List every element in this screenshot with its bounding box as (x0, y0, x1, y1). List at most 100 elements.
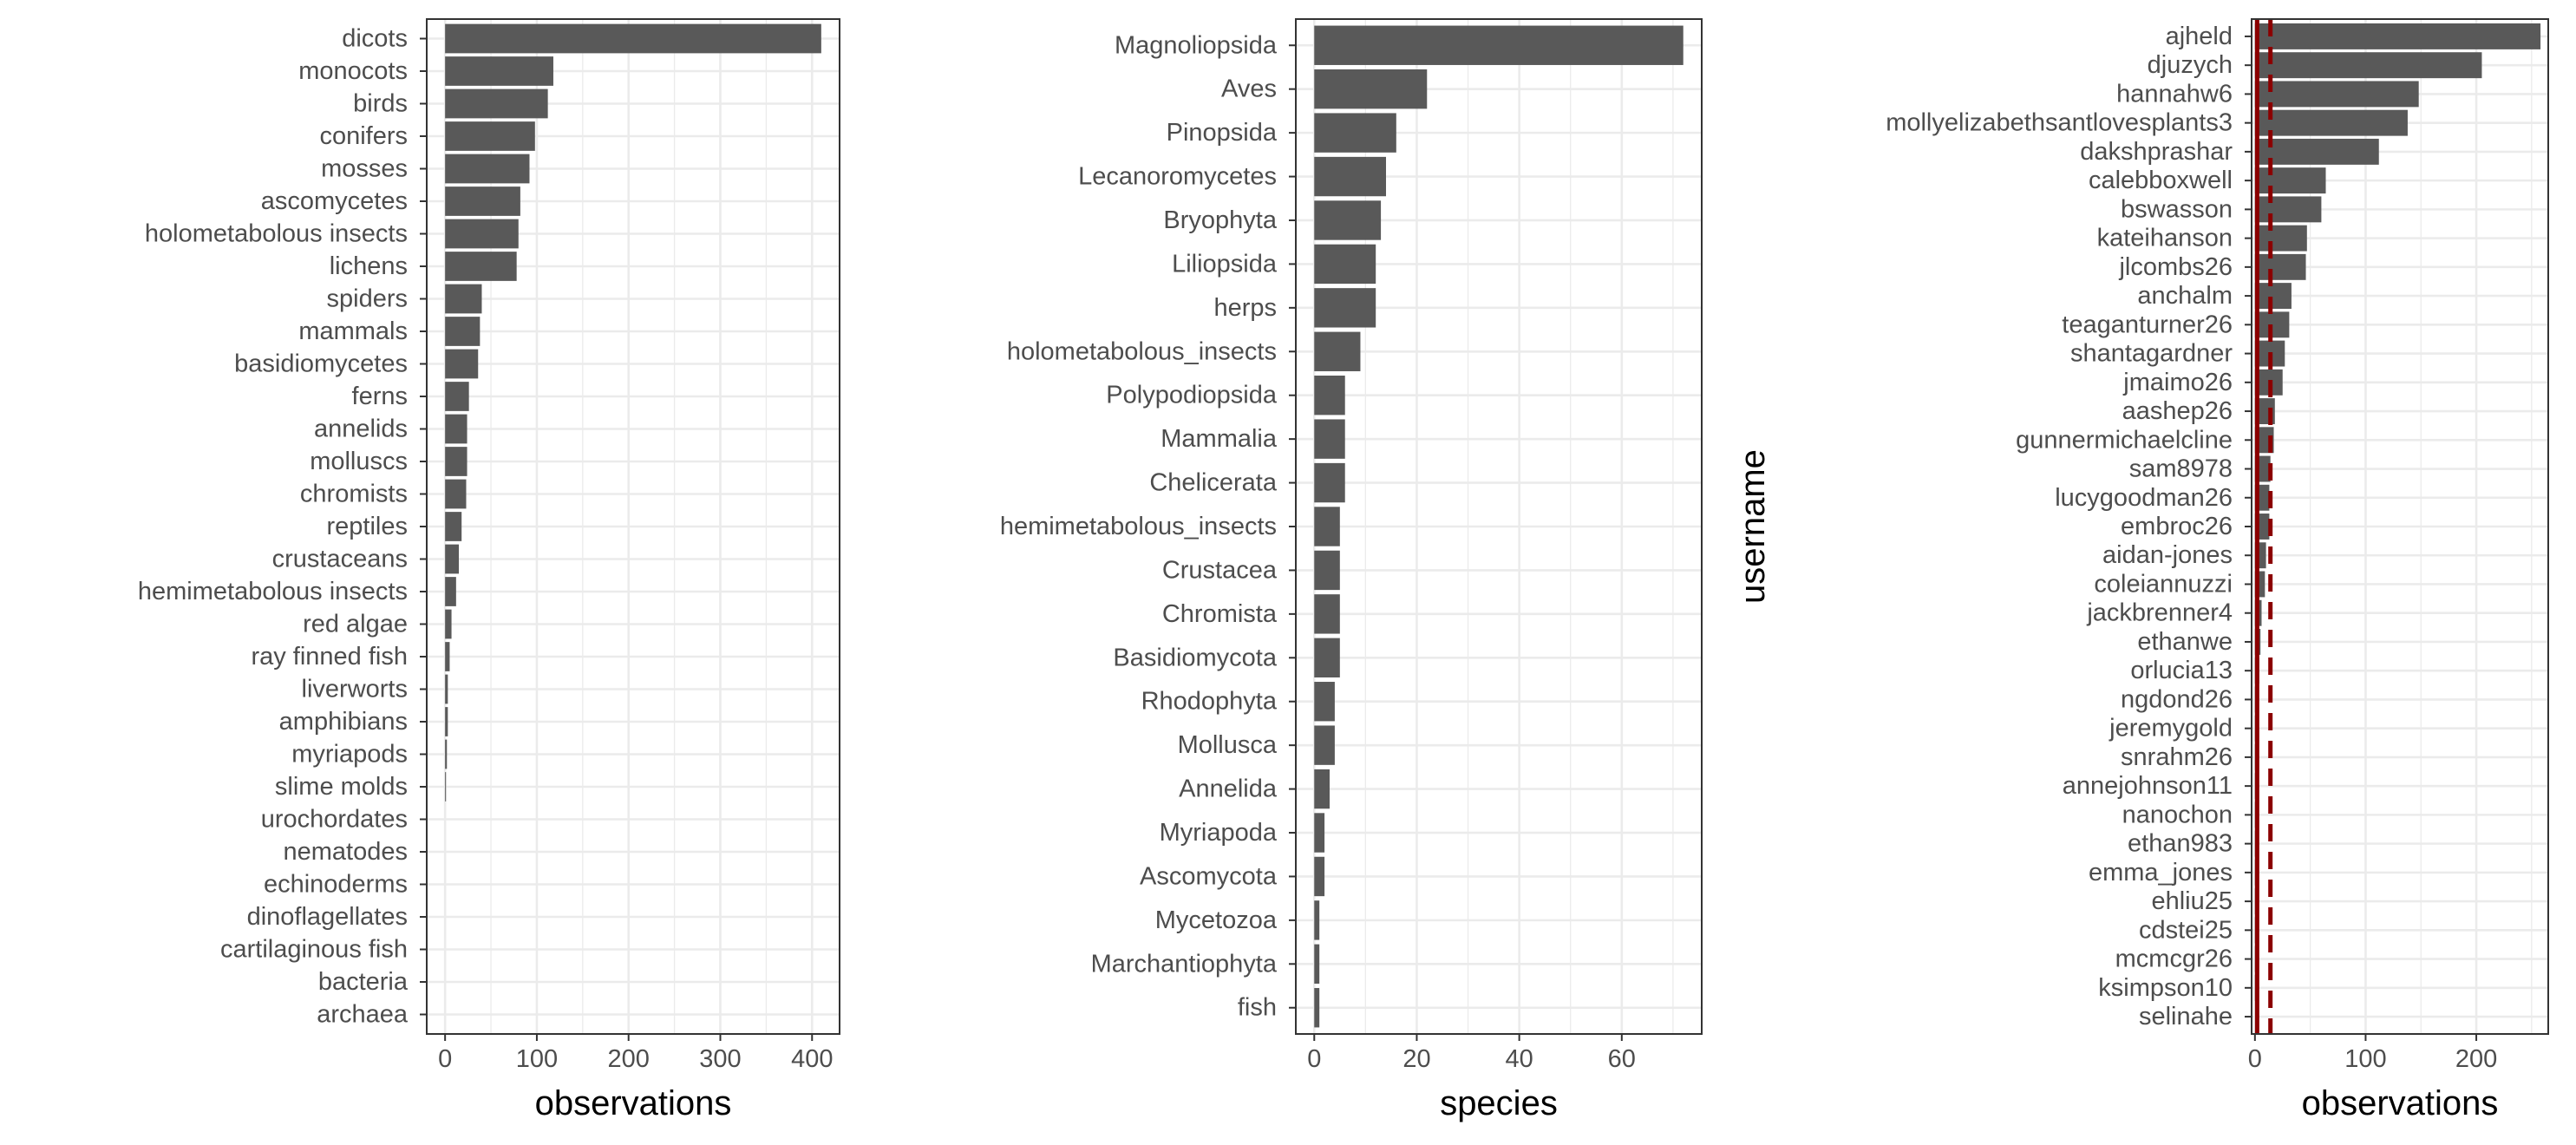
y-tick-label-myriapods: myriapods (291, 741, 408, 769)
y-tick-label-slime molds: slime molds (275, 773, 408, 801)
bar-dakshprashar (2254, 138, 2379, 165)
y-tick-label-holometabolous_insects: holometabolous_insects (1007, 337, 1277, 365)
y-tick-label-cartilaginous fish: cartilaginous fish (220, 936, 408, 964)
y-tick-label-nematodes: nematodes (284, 838, 409, 866)
y-tick-label-hemimetabolous insects: hemimetabolous insects (138, 578, 408, 605)
y-tick-label-ksimpson10: ksimpson10 (2098, 974, 2233, 1002)
y-tick-label-nanochon: nanochon (2122, 801, 2233, 828)
bar-birds (445, 88, 548, 119)
y-tick-label-dicots: dicots (342, 25, 408, 53)
y-tick-label-jlcombs26: jlcombs26 (2118, 253, 2233, 281)
bar-hemimetabolous insects (445, 577, 456, 606)
y-tick-label-echinoderms: echinoderms (264, 871, 408, 899)
bar-Polypodiopsida (1314, 376, 1345, 415)
y-tick-label-Magnoliopsida: Magnoliopsida (1115, 31, 1278, 59)
y-tick-label-basidiomycetes: basidiomycetes (234, 350, 408, 378)
y-tick-label-ehliu25: ehliu25 (2151, 887, 2233, 915)
bar-Chromista (1314, 594, 1340, 634)
x-tick-label: 200 (608, 1045, 650, 1073)
bar-Crustacea (1314, 550, 1340, 591)
bar-djuzych (2254, 52, 2482, 79)
x-tick-label: 0 (438, 1045, 452, 1073)
y-tick-label-ray finned fish: ray finned fish (251, 643, 408, 671)
y-tick-label-jmaimo26: jmaimo26 (2122, 369, 2233, 396)
bar-herps (1314, 288, 1376, 328)
bar-ajheld (2254, 23, 2541, 49)
y-tick-label-snrahm26: snrahm26 (2121, 743, 2233, 771)
y-tick-label-liverworts: liverworts (302, 676, 408, 703)
y-tick-label-jeremygold: jeremygold (2109, 715, 2233, 743)
y-tick-label-mollyelizabethsantlovesplants3: mollyelizabethsantlovesplants3 (1886, 109, 2233, 137)
y-tick-label-spiders: spiders (327, 285, 409, 313)
bar-Mammalia (1314, 419, 1345, 459)
bar-reptiles (445, 512, 462, 541)
x-axis-title: species (1440, 1084, 1558, 1122)
y-tick-label-Rhodophyta: Rhodophyta (1141, 688, 1278, 716)
bar-Aves (1314, 69, 1428, 109)
bar-fish (1314, 988, 1320, 1028)
y-tick-label-dinoflagellates: dinoflagellates (247, 903, 408, 931)
y-tick-label-aidan-jones: aidan-jones (2102, 541, 2233, 569)
x-tick-label: 0 (2248, 1045, 2262, 1073)
y-tick-label-Marchantiophyta: Marchantiophyta (1091, 950, 1278, 978)
y-tick-label-orlucia13: orlucia13 (2130, 657, 2233, 684)
y-tick-label-bacteria: bacteria (318, 968, 409, 996)
y-tick-label-dakshprashar: dakshprashar (2080, 138, 2233, 166)
bar-Basidiomycota (1314, 638, 1340, 677)
y-tick-label-embroc26: embroc26 (2121, 513, 2233, 540)
y-tick-label-aashep26: aashep26 (2122, 397, 2233, 425)
bar-red algae (445, 609, 452, 639)
y-tick-label-calebboxwell: calebboxwell (2089, 167, 2233, 194)
y-tick-label-annelids: annelids (314, 415, 408, 443)
bar-dicots (445, 23, 821, 54)
bar-Annelida (1314, 769, 1330, 809)
x-axis-title: observations (535, 1084, 732, 1122)
panel-species-by-class: Magnoliopsida Aves Pinopsida Lecanoromycete… (1000, 18, 1703, 1122)
bar-Chelicerata (1314, 462, 1345, 503)
y-tick-label-chromists: chromists (300, 481, 408, 508)
bar-holometabolous_insects (1314, 331, 1361, 371)
x-tick-label: 20 (1402, 1045, 1430, 1073)
y-tick-label-fish: fish (1238, 994, 1277, 1022)
y-tick-label-amphibians: amphibians (279, 708, 408, 736)
y-tick-label-crustaceans: crustaceans (272, 546, 408, 573)
bar-kateihanson (2254, 225, 2307, 252)
bar-basidiomycetes (445, 349, 479, 379)
y-tick-label-birds: birds (353, 90, 408, 118)
y-tick-label-Mycetozoa: Mycetozoa (1155, 906, 1278, 934)
bar-amphibians (445, 707, 448, 736)
y-tick-label-jackbrenner4: jackbrenner4 (2086, 599, 2233, 627)
y-tick-label-anchalm: anchalm (2137, 282, 2233, 310)
y-tick-label-red algae: red algae (303, 611, 408, 638)
bar-liverworts (445, 674, 448, 704)
bar-Lecanoromycetes (1314, 156, 1386, 197)
y-tick-label-urochordates: urochordates (261, 806, 408, 834)
bar-Mycetozoa (1314, 900, 1320, 940)
x-tick-label: 40 (1506, 1045, 1533, 1073)
bar-mosses (445, 154, 530, 184)
bar-ascomycetes (445, 186, 520, 216)
y-tick-label-sam8978: sam8978 (2129, 455, 2233, 483)
y-tick-label-Liliopsida: Liliopsida (1172, 250, 1278, 278)
y-tick-label-ethan983: ethan983 (2128, 830, 2233, 858)
x-tick-label: 200 (2455, 1045, 2497, 1073)
y-tick-label-ascomycetes: ascomycetes (261, 187, 408, 215)
y-tick-label-conifers: conifers (319, 122, 408, 150)
y-tick-label-mcmcgr26: mcmcgr26 (2115, 945, 2233, 973)
bar-calebboxwell (2254, 167, 2326, 194)
bar-ferns (445, 382, 469, 411)
y-tick-label-Bryophyta: Bryophyta (1163, 206, 1277, 234)
y-tick-label-shantagardner: shantagardner (2070, 340, 2233, 368)
bar-bswasson (2254, 196, 2322, 223)
y-tick-label-hannahw6: hannahw6 (2116, 80, 2233, 108)
bar-Pinopsida (1314, 113, 1396, 153)
y-tick-label-kateihanson: kateihanson (2097, 225, 2233, 252)
bar-conifers (445, 121, 535, 151)
y-tick-label-cdstei25: cdstei25 (2139, 916, 2233, 944)
y-tick-label-Crustacea: Crustacea (1162, 556, 1278, 584)
y-tick-label-mosses: mosses (321, 155, 408, 183)
bar-ray finned fish (445, 642, 450, 671)
bar-spiders (445, 284, 482, 314)
y-tick-label-archaea: archaea (317, 1001, 409, 1029)
